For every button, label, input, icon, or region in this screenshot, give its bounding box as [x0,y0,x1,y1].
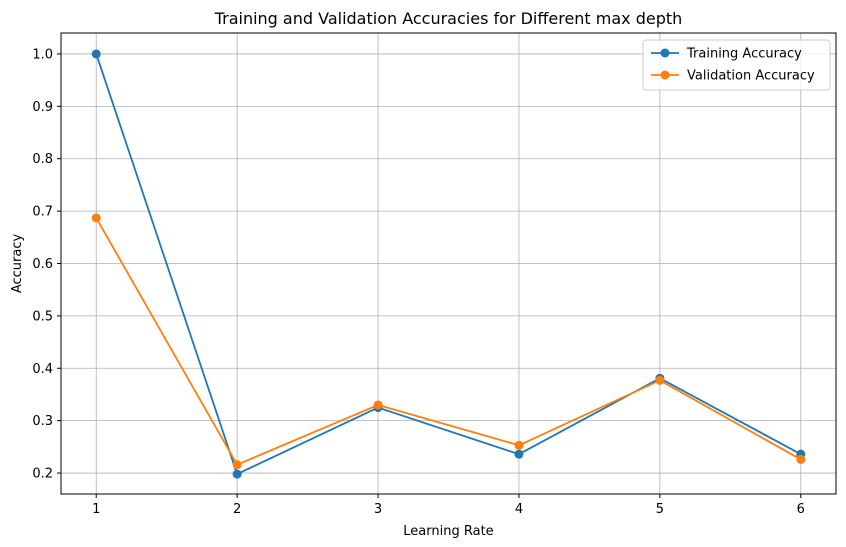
legend-marker [660,48,670,58]
x-tick-label: 1 [92,502,100,517]
y-tick-label: 0.6 [32,257,53,272]
x-tick-label: 3 [374,502,382,517]
x-tick-label: 6 [797,502,805,517]
data-point [655,375,665,385]
data-point [91,49,101,59]
x-tick-label: 4 [515,502,523,517]
y-axis-label: Accuracy [10,234,25,294]
y-tick-label: 0.7 [32,205,53,220]
legend-box [642,39,831,91]
legend-entry: Training Accuracy [651,47,802,62]
series-validation-accuracy [91,213,806,470]
x-tick-label: 2 [233,502,241,517]
data-point [514,449,524,459]
legend-entry: Validation Accuracy [651,69,815,84]
x-axis-label: Learning Rate [403,524,493,539]
grid [61,33,836,494]
y-tick-label: 0.5 [32,309,53,324]
x-tick-label: 5 [656,502,664,517]
data-point [514,440,524,450]
y-tick-label: 0.2 [32,467,53,482]
legend-label: Validation Accuracy [687,69,815,84]
y-tick-label: 0.8 [32,152,53,167]
x-axis-ticks: 1 2 3 4 5 6 [92,494,805,517]
legend-marker [660,70,670,80]
legend: Training Accuracy Validation Accuracy [642,39,831,91]
series-layer [91,49,806,479]
data-point [232,460,242,470]
series-line [95,53,802,475]
y-tick-label: 0.4 [32,362,53,377]
data-point [91,213,101,223]
legend-label: Training Accuracy [686,47,802,62]
y-axis-ticks: 0.2 0.3 0.4 0.5 0.6 0.7 0.8 0.9 1.0 [32,47,61,482]
series-training-accuracy [91,49,806,479]
y-tick-label: 0.3 [32,414,53,429]
y-tick-label: 1.0 [32,47,53,62]
data-point [796,454,806,464]
y-tick-label: 0.9 [32,100,53,115]
series-line [95,217,802,466]
data-point [373,400,383,410]
chart-title: Training and Validation Accuracies for D… [214,9,683,28]
data-point [232,469,242,479]
